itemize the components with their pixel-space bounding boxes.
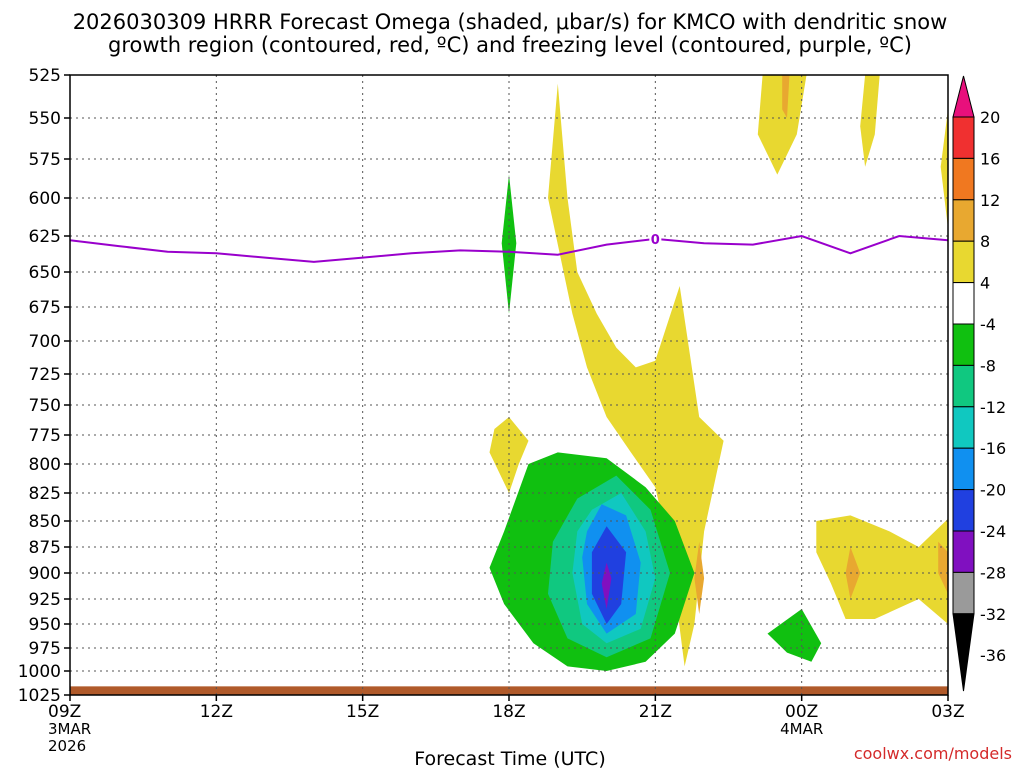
y-tick-label: 725: [29, 365, 61, 385]
omega-region-downward-top-right: [757, 75, 807, 175]
colorbar-label: -28: [980, 563, 1006, 582]
omega-region-downward-8-lower-right-a: [845, 547, 861, 599]
terrain-layer: [70, 686, 948, 695]
colorbar-top-arrow: [952, 75, 975, 118]
colorbar-label: -16: [980, 439, 1006, 458]
y-tick-label: 525: [29, 66, 61, 86]
y-tick-label: 825: [29, 484, 61, 504]
y-tick-label: 875: [29, 538, 61, 558]
omega-region-upward-core-28: [601, 562, 612, 609]
colorbar-box: [952, 571, 975, 615]
x-tick-label: 00Z: [785, 702, 818, 722]
x-axis-title: Forecast Time (UTC): [414, 748, 605, 768]
y-tick-label: 900: [29, 564, 61, 584]
omega-region-downward-right-edge: [940, 109, 948, 229]
y-tick-label: 600: [29, 189, 61, 209]
x-tick-label: 03Z: [931, 702, 964, 722]
y-tick-label: 700: [29, 332, 61, 352]
colorbar-box: [952, 323, 975, 366]
colorbar: 20 16 12 8 4 -4 -8 -12 -16 -20 -24 -28 -32 -36: [952, 75, 1006, 692]
chart-title-line2: growth region (contoured, red, ºC) and f…: [108, 33, 912, 57]
colorbar-label: -8: [980, 356, 996, 375]
x-tick-label: 18Z: [492, 702, 525, 722]
y-axis: 525 550 575 600 625 650 675 700 725 750 775 800 825 8…: [18, 66, 70, 706]
y-tick-label: 575: [29, 150, 61, 170]
y-tick-label: 1000: [18, 662, 61, 682]
y-tick-label: 925: [29, 590, 61, 610]
x-tick-date: 3MAR: [48, 720, 91, 738]
y-tick-label: 675: [29, 298, 61, 318]
omega-region-downward-lower-right: [816, 515, 948, 624]
y-tick-label: 650: [29, 263, 61, 283]
colorbar-box: [952, 240, 975, 284]
colorbar-box: [952, 282, 975, 325]
y-tick-label: 750: [29, 396, 61, 416]
chart-title-line1: 2026030309 HRRR Forecast Omega (shaded, …: [73, 10, 948, 34]
colorbar-box: [952, 199, 975, 242]
x-tick-label: 09Z: [48, 702, 81, 722]
colorbar-box: [952, 406, 975, 449]
colorbar-bottom-arrow: [952, 613, 975, 692]
y-tick-label: 550: [29, 109, 61, 129]
omega-region-upward-near-00z: [767, 609, 822, 662]
x-tick-date: 4MAR: [780, 720, 823, 738]
terrain-strip: [70, 686, 948, 695]
x-tick-label: 12Z: [200, 702, 233, 722]
colorbar-box: [952, 530, 975, 573]
colorbar-box: [952, 489, 975, 532]
y-tick-label: 1025: [18, 686, 61, 706]
colorbar-box: [952, 116, 975, 159]
x-tick-label: 21Z: [639, 702, 672, 722]
colorbar-label: -4: [980, 315, 996, 334]
colorbar-box: [952, 364, 975, 408]
colorbar-label: -12: [980, 398, 1006, 417]
y-tick-label: 775: [29, 426, 61, 446]
colorbar-box: [952, 447, 975, 491]
freezing-label-bg: [649, 230, 662, 245]
colorbar-label: 4: [980, 274, 990, 293]
colorbar-label: 12: [980, 191, 1000, 210]
omega-region-downward-8-top: [782, 75, 790, 118]
colorbar-label: -24: [980, 522, 1006, 541]
colorbar-label: 16: [980, 149, 1000, 168]
colorbar-label: -20: [980, 481, 1006, 500]
y-tick-label: 625: [29, 227, 61, 247]
y-tick-label: 975: [29, 639, 61, 659]
x-tick-label: 15Z: [346, 702, 379, 722]
omega-shading-layer: [489, 75, 948, 671]
freezing-level-line: [69, 234, 949, 263]
colorbar-label: -32: [980, 605, 1006, 624]
x-tick-year: 2026: [48, 737, 86, 755]
y-tick-label: 800: [29, 455, 61, 475]
colorbar-label: 20: [980, 108, 1000, 127]
omega-region-downward-top-far-right: [860, 75, 880, 167]
colorbar-label: 8: [980, 232, 990, 251]
credit-text: coolwx.com/models: [854, 744, 1012, 763]
omega-region-downward-band: [548, 83, 724, 667]
y-tick-label: 950: [29, 615, 61, 635]
omega-region-downward-8-lower-right-b: [938, 541, 948, 594]
freezing-level-layer: 0: [69, 230, 949, 263]
omega-region-downward-8-22z: [694, 541, 705, 614]
y-tick-label: 850: [29, 512, 61, 532]
freezing-level-label: 0: [651, 233, 660, 248]
colorbar-box: [952, 157, 975, 201]
colorbar-label: -36: [980, 646, 1006, 665]
